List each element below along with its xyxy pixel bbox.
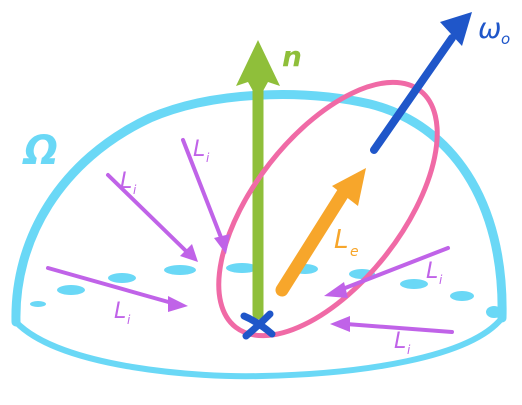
hemisphere-dome xyxy=(11,90,507,327)
svg-text:o: o xyxy=(501,30,510,48)
svg-text:i: i xyxy=(127,313,131,327)
surface-point-mark xyxy=(240,310,276,340)
svg-text:i: i xyxy=(133,183,137,197)
svg-text:i: i xyxy=(407,343,411,357)
svg-text:L: L xyxy=(193,137,205,162)
normal-vector xyxy=(236,40,280,320)
incident-arrow-3 xyxy=(46,266,188,312)
incident-label-5: L i xyxy=(394,329,411,357)
svg-text:L: L xyxy=(394,329,406,354)
incident-label-4: L i xyxy=(426,259,443,287)
incident-arrow-1 xyxy=(181,138,230,254)
incident-arrow-5 xyxy=(330,316,454,334)
outgoing-direction-label: ω o xyxy=(478,12,510,48)
omega-label: Ω xyxy=(22,128,58,174)
svg-text:e: e xyxy=(350,244,359,260)
incident-label-2: L i xyxy=(120,169,137,197)
incident-label-3: L i xyxy=(114,299,131,327)
emitted-radiance-label: L e xyxy=(334,225,359,260)
incident-arrow-2 xyxy=(106,173,198,262)
incident-arrow-4 xyxy=(324,246,450,298)
hemisphere-base-front xyxy=(13,315,505,380)
svg-text:L: L xyxy=(426,259,438,284)
svg-text:L: L xyxy=(334,225,349,255)
svg-text:L: L xyxy=(120,169,132,194)
emitted-radiance-arrow xyxy=(275,168,366,297)
normal-label: n xyxy=(282,40,302,73)
svg-text:i: i xyxy=(439,273,443,287)
svg-text:i: i xyxy=(206,151,210,165)
svg-text:L: L xyxy=(114,299,126,324)
incident-label-1: L i xyxy=(193,137,210,165)
svg-text:ω: ω xyxy=(478,12,501,45)
outgoing-direction-vector xyxy=(370,12,472,154)
radiance-lobe xyxy=(216,79,440,339)
